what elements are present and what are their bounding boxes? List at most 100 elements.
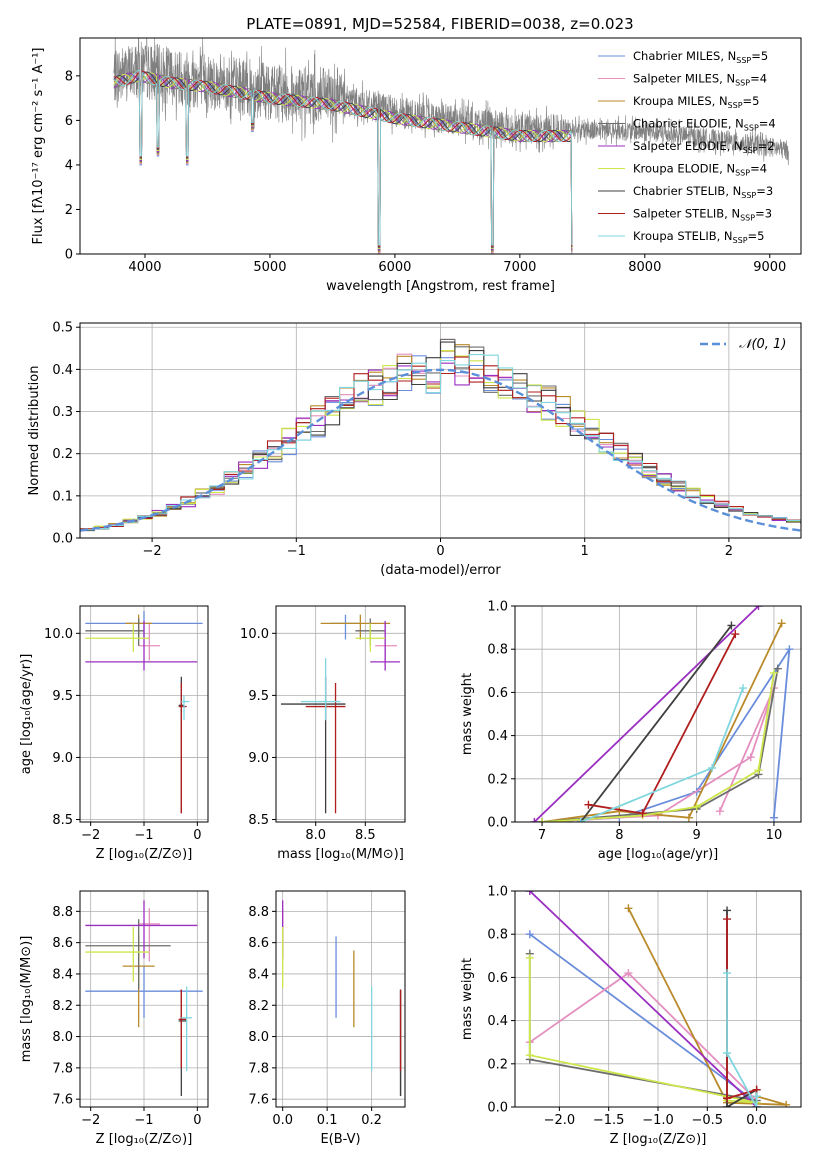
mass-vs-Z-ytick-label: 8.6	[52, 936, 73, 951]
weight-vs-age-frame	[514, 605, 802, 823]
legend-label: Salpeter STELIB, NSSP=3	[633, 207, 772, 223]
weight-vs-Z-series-line	[529, 891, 758, 1107]
age-vs-Z-panel: −2 −1 0 8.5 9.0 9.5 10.0 Z [log₁₀(Z/Z⊙)] age [lo…	[19, 605, 209, 862]
mass-vs-Z-ytick-label: 7.6	[52, 1093, 73, 1108]
spectrum-xtick-label: 5000	[253, 260, 286, 275]
weight-vs-age-marker	[731, 630, 740, 639]
weight-vs-Z-xtick-label: −0.5	[692, 1113, 724, 1128]
spectrum-xtick-label: 8000	[628, 260, 661, 275]
weight-vs-age-marker	[777, 619, 786, 628]
figure-title: PLATE=0891, MJD=52584, FIBERID=0038, z=0…	[246, 15, 633, 33]
mass-vs-Z-ylabel: mass [log₁₀(M/M⊙)]	[19, 936, 34, 1063]
normal-reference-curve	[80, 368, 801, 532]
weight-vs-Z-xtick-label: −1.5	[593, 1113, 625, 1128]
weight-vs-Z-marker	[752, 1103, 761, 1107]
mass-vs-ebv-ytick-label: 7.6	[248, 1093, 269, 1108]
weight-vs-age-marker	[754, 766, 763, 775]
legend-label: Chabrier MILES, NSSP=5	[633, 49, 768, 65]
mass-vs-Z-xtick-label: 0	[193, 1113, 201, 1128]
weight-vs-age-marker	[746, 753, 755, 762]
age-vs-mass-point	[355, 623, 386, 652]
weight-vs-age-marker	[769, 668, 778, 677]
age-vs-Z-xlabel: Z [log₁₀(Z/Z⊙)]	[96, 847, 193, 862]
legend-label: Salpeter ELODIE, NSSP=2	[633, 139, 775, 155]
histogram-steps	[80, 354, 801, 533]
mass-vs-Z-ytick-label: 8.4	[52, 967, 73, 982]
age-vs-Z-ylabel: age [log₁₀(age/yr)]	[19, 654, 34, 775]
weight-vs-age-xtick-label: 8	[615, 828, 623, 843]
mass-vs-ebv-xtick-label: 0.0	[272, 1113, 293, 1128]
age-vs-mass-ytick-label: 9.5	[248, 689, 269, 704]
mass-vs-Z-xlabel: Z [log₁₀(Z/Z⊙)]	[96, 1132, 193, 1147]
weight-vs-age-marker	[727, 621, 736, 630]
weight-vs-Z-ytick-label: 0.8	[487, 928, 508, 943]
weight-vs-age-marker	[530, 818, 539, 822]
weight-vs-age-ytick-label: 0.6	[487, 686, 508, 701]
weight-vs-Z-ylabel: mass weight	[460, 958, 475, 1040]
spectrum-plot-area	[113, 38, 789, 254]
age-vs-mass-point	[320, 614, 391, 640]
mass-vs-ebv-ytick-label: 8.4	[248, 967, 269, 982]
weight-vs-Z-ytick-label: 0.4	[487, 1014, 508, 1029]
weight-vs-age-ytick-label: 0.0	[487, 816, 508, 831]
mass-vs-Z-plot-area	[85, 900, 203, 1097]
model-spectrum-line	[113, 71, 573, 248]
age-vs-Z-point	[181, 695, 190, 721]
weight-vs-Z-series-line	[726, 973, 758, 1107]
spectrum-legend: Chabrier MILES, NSSP=5 Salpeter MILES, NS…	[598, 49, 776, 245]
model-spectrum-line	[113, 71, 573, 252]
weight-vs-Z-marker	[624, 969, 633, 978]
weight-vs-age-marker	[773, 664, 782, 673]
age-vs-mass-point	[370, 620, 401, 671]
weight-vs-Z-marker	[723, 915, 732, 924]
model-spectrum-line	[113, 72, 573, 249]
hist-ytick-label: 0.4	[52, 363, 73, 378]
hist-ylabel: Normed distribution	[27, 366, 42, 496]
hist-xtick-label: 2	[725, 544, 733, 559]
age-vs-mass-plot-area	[280, 614, 401, 814]
mass-vs-Z-ytick-label: 8.2	[52, 999, 73, 1014]
age-vs-Z-point	[138, 623, 160, 661]
observed-spectrum-line	[113, 38, 789, 166]
hist-ytick-label: 0.0	[52, 532, 73, 547]
spectrum-ytick-label: 6	[65, 114, 73, 129]
mass-vs-ebv-ytick-label: 8.2	[248, 999, 269, 1014]
age-vs-Z-plot-area	[85, 610, 203, 814]
mass-vs-ebv-ytick-label: 8.8	[248, 905, 269, 920]
mass-vs-Z-xtick-label: −1	[134, 1113, 153, 1128]
weight-vs-age-marker	[715, 807, 724, 816]
weight-vs-age-ylabel: mass weight	[460, 673, 475, 755]
legend-label: Chabrier STELIB, NSSP=3	[633, 184, 773, 200]
age-vs-mass-ytick-label: 10.0	[240, 627, 269, 642]
weight-vs-age-marker	[576, 818, 585, 822]
age-vs-Z-point	[85, 623, 150, 652]
mass-vs-ebv-panel: 0.0 0.1 0.2 7.6 7.8 8.0 8.2 8.4 8.6 8.8 E(B-V)	[248, 890, 406, 1147]
weight-vs-age-marker	[638, 809, 647, 818]
hist-ytick-label: 0.5	[52, 321, 73, 336]
mass-vs-ebv-ytick-label: 8.0	[248, 1030, 269, 1045]
weight-vs-age-xtick-label: 7	[538, 828, 546, 843]
weight-vs-Z-marker	[723, 1103, 732, 1107]
hist-xtick-label: 1	[581, 544, 589, 559]
age-vs-mass-point	[300, 658, 341, 721]
mass-vs-ebv-xtick-label: 0.1	[317, 1113, 338, 1128]
age-vs-Z-ytick-label: 9.0	[52, 751, 73, 766]
mass-vs-ebv-xlabel: E(B-V)	[320, 1132, 360, 1147]
age-vs-Z-point	[85, 620, 198, 671]
residual-histogram-panel: −2 −1 0 1 2 0.0 0.1 0.2 0.3 0.4 0.5 (data-model)/er…	[27, 321, 802, 578]
spectrum-ylabel: Flux [fλ10⁻¹⁷ erg cm⁻² s⁻¹ A⁻¹]	[31, 48, 46, 245]
mass-vs-Z-xtick-label: −2	[81, 1113, 100, 1128]
weight-vs-age-marker	[538, 818, 547, 822]
weight-vs-Z-panel: −2.0 −1.5 −1.0 −0.5 0.0 0.0 0.2 0.4 0.6 0.8 1.0 Z […	[460, 885, 802, 1147]
age-vs-mass-ytick-label: 9.0	[248, 751, 269, 766]
weight-vs-Z-ytick-label: 0.2	[487, 1057, 508, 1072]
age-vs-mass-ytick-label: 8.5	[248, 813, 269, 828]
age-vs-Z-ytick-label: 8.5	[52, 813, 73, 828]
weight-vs-Z-ytick-label: 0.6	[487, 971, 508, 986]
weight-vs-Z-marker	[525, 891, 534, 895]
weight-vs-Z-marker	[723, 969, 732, 978]
spectrum-xtick-label: 6000	[378, 260, 411, 275]
weight-vs-Z-xtick-label: −2.0	[544, 1113, 576, 1128]
spectrum-ytick-label: 0	[65, 248, 73, 263]
